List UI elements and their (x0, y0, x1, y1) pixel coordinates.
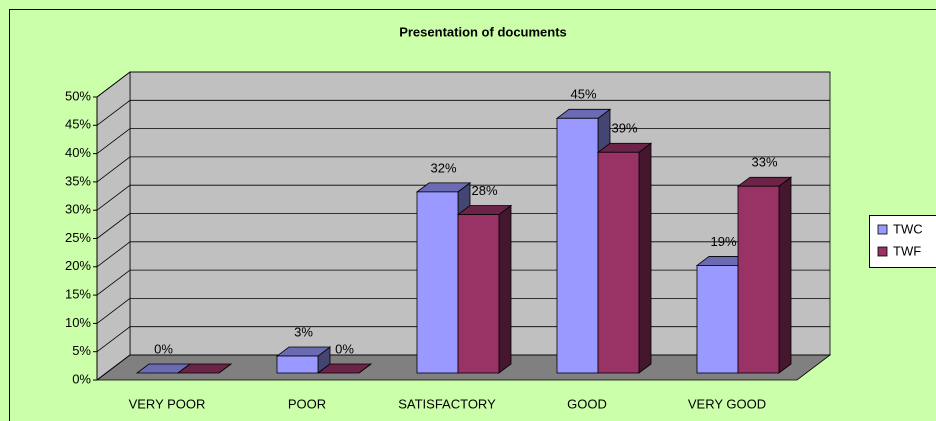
y-tick-label: 0% (72, 371, 91, 386)
x-tick-label: POOR (288, 396, 326, 411)
legend-box (869, 215, 936, 268)
x-tick-label: VERY GOOD (688, 396, 766, 411)
y-tick-label: 45% (65, 117, 91, 132)
data-label: 3% (294, 324, 313, 339)
bar-side (778, 176, 792, 374)
data-label: 45% (570, 87, 596, 102)
y-tick-label: 40% (65, 145, 91, 160)
data-label: 19% (710, 234, 736, 249)
bar (556, 117, 599, 374)
data-label: 28% (471, 183, 497, 198)
y-tick-label: 10% (65, 315, 91, 330)
y-tick-label: 15% (65, 287, 91, 302)
legend-swatch (877, 246, 888, 257)
y-tick-label: 50% (65, 88, 91, 103)
grid-line (96, 71, 830, 98)
grid-line (96, 99, 830, 126)
legend-label: TWC (893, 221, 923, 236)
y-tick-label: 35% (65, 173, 91, 188)
legend-label: TWF (893, 243, 921, 258)
data-label: 33% (751, 155, 777, 170)
x-tick-label: VERY POOR (129, 396, 206, 411)
x-tick-label: SATISFACTORY (398, 396, 496, 411)
bar (696, 265, 739, 374)
bar-side (498, 204, 512, 374)
bar-side (638, 142, 652, 374)
bar-top (316, 363, 373, 374)
data-label: 32% (430, 160, 456, 175)
y-tick-label: 20% (65, 258, 91, 273)
x-tick-label: GOOD (567, 396, 607, 411)
chart-title: Presentation of documents (399, 24, 567, 39)
y-tick-label: 5% (72, 343, 91, 358)
bar (276, 355, 319, 374)
data-label: 39% (611, 121, 637, 136)
bar (737, 185, 780, 374)
chart-border (9, 9, 936, 421)
bar (416, 191, 459, 374)
y-tick-label: 25% (65, 230, 91, 245)
legend-swatch (877, 224, 888, 235)
y-tick-label: 30% (65, 202, 91, 217)
bar (457, 214, 500, 374)
data-label: 0% (154, 341, 173, 356)
data-label: 0% (335, 341, 354, 356)
bar (597, 151, 640, 374)
bar-top (176, 363, 233, 374)
